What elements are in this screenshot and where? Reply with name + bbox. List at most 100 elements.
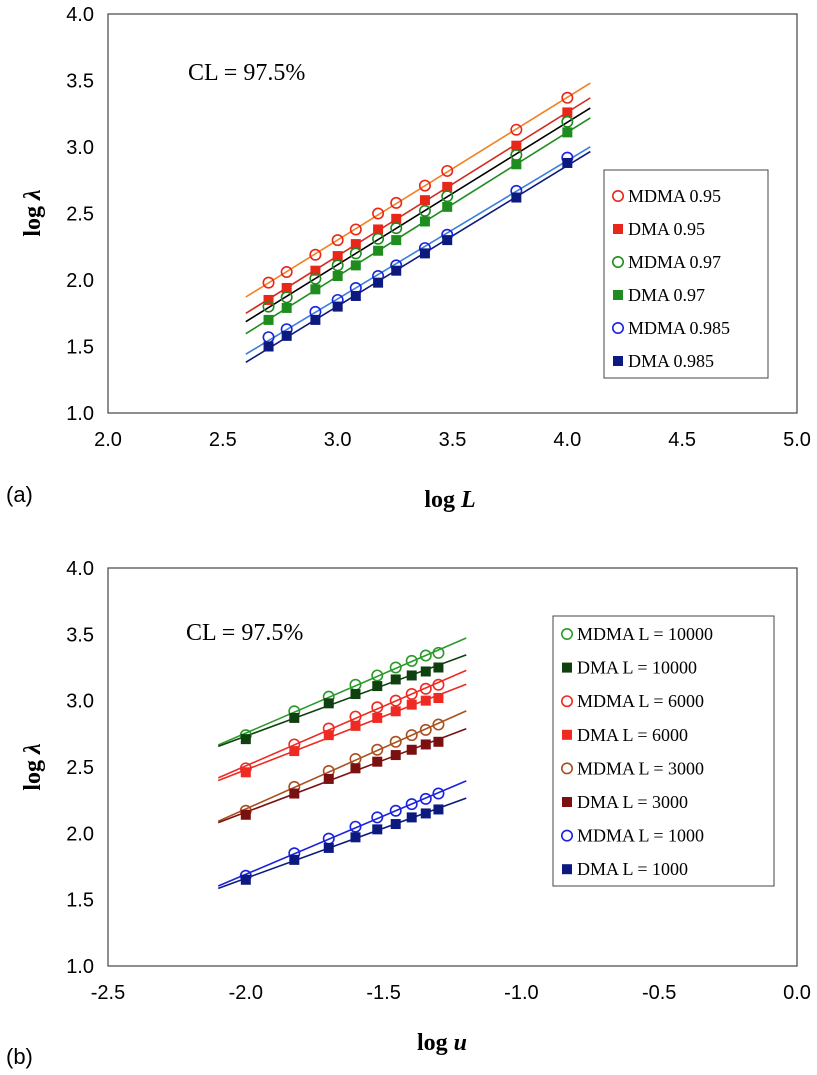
- panel-b-plot-frame: [107, 567, 798, 967]
- panel-a-point-square: [350, 260, 361, 271]
- panel-a-point-square: [562, 127, 573, 138]
- panel-b-point-square: [289, 746, 300, 757]
- panel-b-point-square: [420, 695, 431, 706]
- panel-b-legend-label: MDMA L = 6000: [577, 691, 704, 711]
- panel-b-data-points: [239, 646, 445, 885]
- panel-b-point-circle: [419, 723, 432, 736]
- panel-a-chart: 2.0 2.5 3.0 3.5 4.0 4.5 5.0 1.0 1.5 2.0 2.5 3.0 3.5 4…: [6, 4, 811, 513]
- panel-a-legend-label: DMA 0.97: [628, 285, 705, 305]
- panel-b-point-square: [420, 739, 431, 750]
- panel-a-fit-line-6: [245, 150, 591, 363]
- panel-a-point-square: [332, 251, 343, 262]
- panel-a-ytick-label: 1.0: [66, 403, 94, 425]
- panel-b-legend-marker: [562, 662, 572, 673]
- panel-b-fit-line-7: [217, 780, 467, 887]
- panel-a-point-circle: [262, 300, 275, 313]
- panel-b-xtick-label: -2.0: [229, 982, 263, 1004]
- panel-a-point-circle: [331, 234, 344, 247]
- panel-a-legend-label: DMA 0.985: [628, 351, 714, 371]
- panel-b-ylabel: log λ: [20, 743, 46, 791]
- panel-a-legend-label: DMA 0.95: [628, 219, 705, 239]
- panel-b-point-circle: [389, 694, 402, 707]
- panel-b-point-square: [323, 773, 334, 784]
- panel-b-point-square: [390, 674, 401, 685]
- panel-b-point-square: [390, 819, 401, 830]
- panel-b-point-square: [433, 736, 444, 747]
- panel-b-legend-marker: [560, 695, 573, 708]
- panel-b-legend-marker: [562, 729, 572, 740]
- panel-a-ytick-label: 4.0: [66, 4, 94, 26]
- panel-a-annotation: CL = 97.5%: [188, 60, 305, 86]
- panel-b-point-circle: [371, 701, 384, 714]
- panel-a-point-circle: [372, 232, 385, 245]
- panel-a-point-circle: [441, 190, 454, 203]
- panel-a-point-square: [391, 235, 402, 246]
- panel-b-point-square: [372, 756, 383, 767]
- panel-b-point-circle: [371, 811, 384, 824]
- panel-a-point-square: [263, 314, 274, 325]
- panel-a-ticks: 2.0 2.5 3.0 3.5 4.0 4.5 5.0 1.0 1.5 2.0 2.5 3.0 3.5 4…: [66, 4, 811, 451]
- panel-a-xtick-label: 3.5: [439, 429, 467, 451]
- panel-a-point-square: [263, 341, 274, 352]
- panel-b-point-circle: [349, 820, 362, 833]
- panel-a-point-square: [310, 265, 321, 276]
- panel-a-xtick-label: 4.0: [553, 429, 581, 451]
- panel-b-xtick-label: -1.0: [504, 982, 538, 1004]
- panel-a-point-square: [442, 181, 453, 192]
- panel-a-point-square: [562, 157, 573, 168]
- panel-b-point-square: [372, 681, 383, 692]
- panel-a-fit-lines: [245, 82, 591, 363]
- panel-b-point-square: [406, 812, 417, 823]
- panel-a-point-square: [562, 107, 573, 118]
- panel-a-legend-marker: [611, 321, 624, 334]
- panel-a-plot-frame: [107, 13, 798, 414]
- panel-a-xtick-label: 2.0: [94, 429, 122, 451]
- panel-b-ytick-label: 3.0: [66, 691, 94, 713]
- panel-a-point-square: [281, 302, 292, 313]
- panel-a-fit-line-1: [245, 82, 591, 298]
- panel-b-point-square: [390, 706, 401, 717]
- panel-a-ytick-label: 3.5: [66, 71, 94, 93]
- panel-a-point-square: [310, 284, 321, 295]
- panel-b-point-circle: [432, 718, 445, 731]
- panel-b-point-square: [289, 712, 300, 723]
- panel-a-legend-label: MDMA 0.985: [628, 318, 730, 338]
- panel-a-legend-marker: [611, 255, 624, 268]
- panel-a-fit-line-2: [245, 97, 591, 315]
- panel-a-point-circle: [309, 272, 322, 285]
- panel-a-point-square: [310, 314, 321, 325]
- panel-a-xtick-label: 2.5: [209, 429, 237, 451]
- panel-a-point-square: [442, 201, 453, 212]
- panel-a-point-circle: [390, 222, 403, 235]
- panel-b-ticks: -2.5 -2.0 -1.5 -1.0 -0.5 0.0 1.0 1.5 2.0 2.5 3.0 3.…: [66, 558, 811, 1004]
- panel-b-point-square: [372, 712, 383, 723]
- panel-b-point-circle: [432, 646, 445, 659]
- panel-a-xlabel: log L: [424, 487, 475, 513]
- panel-b-legend-marker: [560, 762, 573, 775]
- panel-a-ytick-label: 2.5: [66, 204, 94, 226]
- panel-a-point-circle: [309, 248, 322, 261]
- panel-a-point-square: [419, 248, 430, 259]
- panel-a-legend-marker: [613, 356, 623, 366]
- panel-b-legend-label: DMA L = 3000: [577, 792, 688, 812]
- panel-b-legend-marker: [560, 627, 573, 640]
- panel-a-point-square: [373, 277, 384, 288]
- panel-b-legend: MDMA L = 10000 DMA L = 10000 MDMA L = 6000…: [552, 615, 775, 887]
- panel-b-point-square: [433, 804, 444, 815]
- panel-b-point-circle: [432, 678, 445, 691]
- panel-a-ytick-label: 1.5: [66, 337, 94, 359]
- panel-b-point-square: [323, 842, 334, 853]
- panel-b-point-square: [240, 767, 251, 778]
- panel-a-point-square: [332, 271, 343, 282]
- panel-b-point-square: [289, 854, 300, 865]
- panel-b-point-square: [420, 808, 431, 819]
- panel-b-legend-box: [552, 615, 775, 887]
- panel-b-point-circle: [371, 669, 384, 682]
- panel-a-point-circle: [441, 164, 454, 177]
- panel-a-fit-line-4: [245, 117, 591, 335]
- panel-b-xtick-label: -1.5: [366, 982, 400, 1004]
- panel-a-point-circle: [390, 196, 403, 209]
- panel-a-point-square: [419, 195, 430, 206]
- panel-b-legend-label: MDMA L = 3000: [577, 758, 704, 778]
